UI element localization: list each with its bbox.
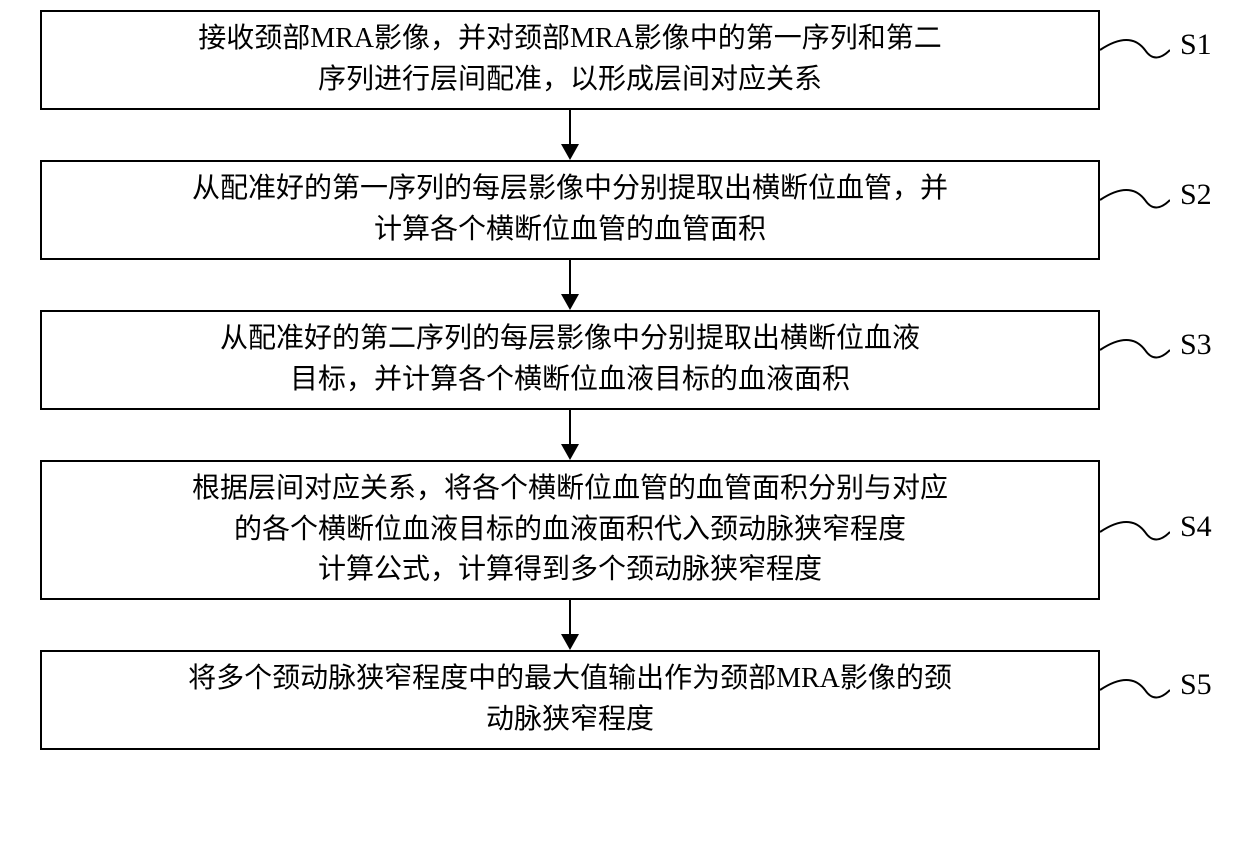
- step-label-s3: S3: [1180, 328, 1212, 362]
- step-box-s1: 接收颈部MRA影像，并对颈部MRA影像中的第一序列和第二 序列进行层间配准，以形…: [40, 10, 1100, 110]
- label-curve-s3: [1100, 330, 1170, 370]
- step-box-s2: 从配准好的第一序列的每层影像中分别提取出横断位血管，并 计算各个横断位血管的血管…: [40, 160, 1100, 260]
- step-label-s5: S5: [1180, 668, 1212, 702]
- step-label-s4: S4: [1180, 510, 1212, 544]
- connector-4: [561, 600, 579, 650]
- step-label-s1: S1: [1180, 28, 1212, 62]
- connector-1: [561, 110, 579, 160]
- step-label-s2: S2: [1180, 178, 1212, 212]
- step-box-s5: 将多个颈动脉狭窄程度中的最大值输出作为颈部MRA影像的颈 动脉狭窄程度: [40, 650, 1100, 750]
- step-text-s3: 从配准好的第二序列的每层影像中分别提取出横断位血液 目标，并计算各个横断位血液目…: [220, 319, 920, 400]
- label-curve-s5: [1100, 670, 1170, 710]
- step-box-s4: 根据层间对应关系，将各个横断位血管的血管面积分别与对应 的各个横断位血液目标的血…: [40, 460, 1100, 600]
- connector-3: [561, 410, 579, 460]
- flowchart-canvas: 接收颈部MRA影像，并对颈部MRA影像中的第一序列和第二 序列进行层间配准，以形…: [0, 0, 1240, 868]
- label-curve-s4: [1100, 512, 1170, 552]
- step-text-s4: 根据层间对应关系，将各个横断位血管的血管面积分别与对应 的各个横断位血液目标的血…: [192, 469, 948, 591]
- label-curve-s1: [1100, 30, 1170, 70]
- step-text-s5: 将多个颈动脉狭窄程度中的最大值输出作为颈部MRA影像的颈 动脉狭窄程度: [188, 659, 952, 740]
- label-curve-s2: [1100, 180, 1170, 220]
- step-text-s2: 从配准好的第一序列的每层影像中分别提取出横断位血管，并 计算各个横断位血管的血管…: [192, 169, 948, 250]
- step-box-s3: 从配准好的第二序列的每层影像中分别提取出横断位血液 目标，并计算各个横断位血液目…: [40, 310, 1100, 410]
- connector-2: [561, 260, 579, 310]
- step-text-s1: 接收颈部MRA影像，并对颈部MRA影像中的第一序列和第二 序列进行层间配准，以形…: [198, 19, 942, 100]
